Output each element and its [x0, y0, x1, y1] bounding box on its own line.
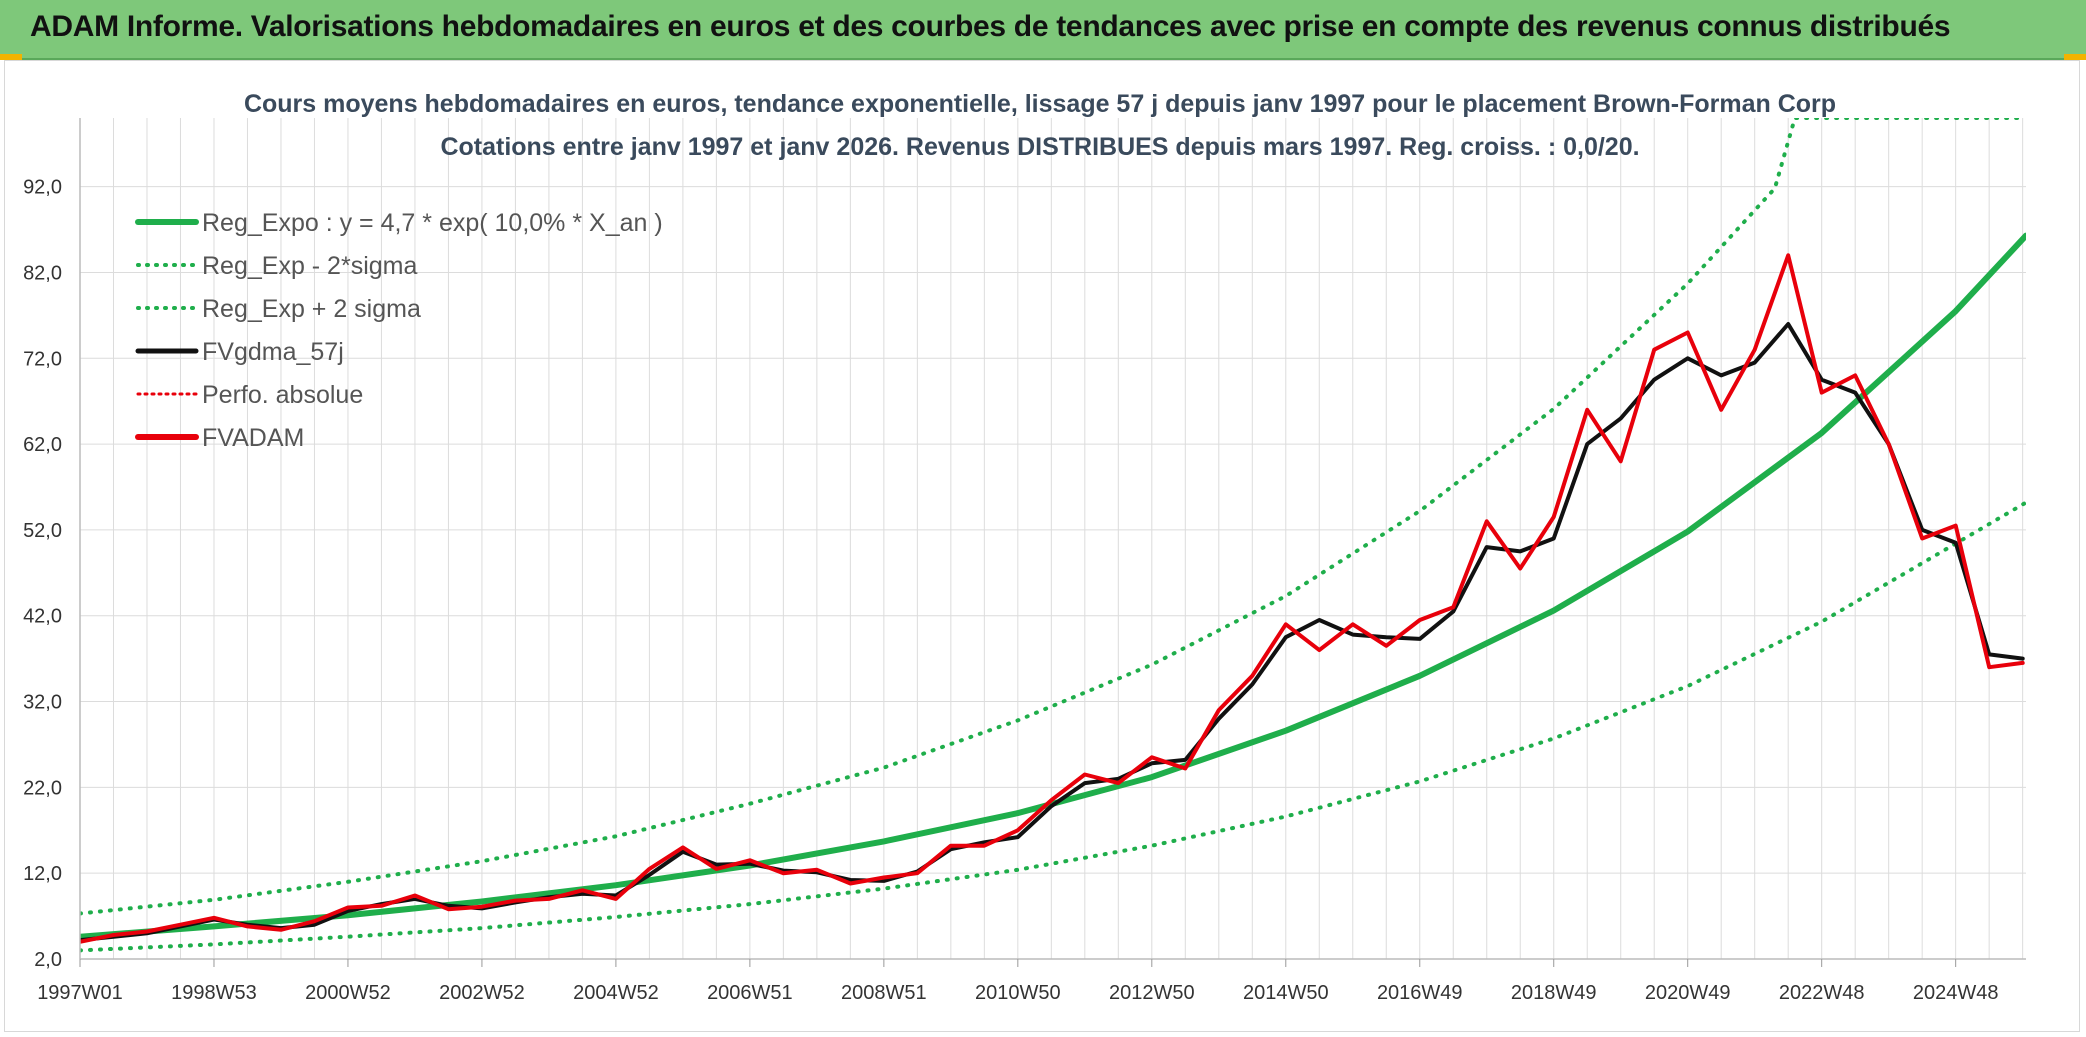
header-title: ADAM Informe. Valorisations hebdomadaire… — [30, 10, 1951, 43]
y-tick-label: 22,0 — [23, 777, 62, 799]
header-corner-left — [0, 54, 22, 60]
x-tick-label: 2002W52 — [439, 982, 525, 1004]
chart-title-line1: Cours moyens hebdomadaires en euros, ten… — [244, 90, 1836, 118]
y-tick-label: 52,0 — [23, 520, 62, 542]
x-tick-label: 2004W52 — [573, 982, 659, 1004]
legend: Reg_Expo : y = 4,7 * exp( 10,0% * X_an )… — [135, 209, 663, 452]
x-tick-label: 2010W50 — [975, 982, 1061, 1004]
y-tick-label: 92,0 — [23, 177, 62, 199]
chart-frame — [4, 60, 2080, 1032]
x-tick-label: 2022W48 — [1779, 982, 1865, 1004]
series-layer — [80, 118, 2026, 953]
header-corner-right — [2064, 54, 2086, 60]
x-tick-label: 2012W50 — [1109, 982, 1195, 1004]
x-tick-label: 2008W51 — [841, 982, 927, 1004]
legend-label: Perfo. absolue — [202, 381, 363, 409]
x-tick-label: 2000W52 — [305, 982, 391, 1004]
series-line-reg-exp-2-sigma — [80, 118, 2026, 916]
y-tick-label: 82,0 — [23, 262, 62, 284]
chart-title-line2: Cotations entre janv 1997 et janv 2026. … — [440, 133, 1639, 161]
y-tick-label: 32,0 — [23, 692, 62, 714]
series-line-reg-exp-2-sigma — [80, 500, 2026, 953]
y-tick-label: 2,0 — [34, 949, 62, 971]
legend-label: FVADAM — [202, 424, 304, 452]
x-tick-label: 2014W50 — [1243, 982, 1329, 1004]
x-tick-label: 2024W48 — [1913, 982, 1999, 1004]
series-line-fvadam — [80, 253, 2025, 944]
y-tick-label: 72,0 — [23, 348, 62, 370]
x-tick-label: 2018W49 — [1511, 982, 1597, 1004]
x-tick-label: 2006W51 — [707, 982, 793, 1004]
x-tick-label: 1998W53 — [171, 982, 257, 1004]
x-tick-label: 2020W49 — [1645, 982, 1731, 1004]
y-tick-label: 62,0 — [23, 434, 62, 456]
legend-label: Reg_Expo : y = 4,7 * exp( 10,0% * X_an ) — [202, 209, 663, 237]
x-tick-label: 1997W01 — [37, 982, 123, 1004]
x-tick-label: 2016W49 — [1377, 982, 1463, 1004]
legend-label: Reg_Exp + 2 sigma — [202, 295, 421, 323]
legend-label: Reg_Exp - 2*sigma — [202, 252, 417, 280]
header-bar: ADAM Informe. Valorisations hebdomadaire… — [0, 0, 2086, 60]
series-line-reg-expo — [80, 232, 2026, 940]
grid — [79, 118, 2026, 960]
axes: 2,0 12,0 22,0 32,0 42,0 52,0 62,0 72,0 82,0 92,0 1… — [23, 118, 2026, 1004]
y-tick-label: 42,0 — [23, 606, 62, 628]
y-tick-label: 12,0 — [23, 863, 62, 885]
legend-label: FVgdma_57j — [202, 338, 344, 366]
